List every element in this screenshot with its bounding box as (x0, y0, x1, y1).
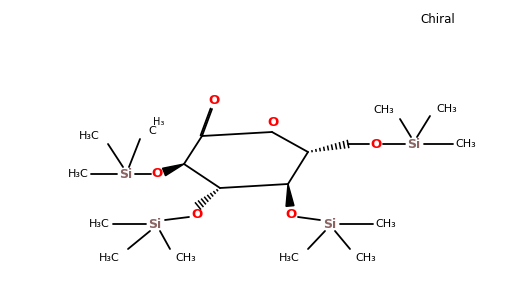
Text: CH₃: CH₃ (373, 105, 394, 115)
Text: Si: Si (324, 218, 336, 231)
Text: Si: Si (119, 168, 133, 181)
Text: CH₃: CH₃ (375, 219, 396, 229)
Text: O: O (267, 116, 279, 128)
Text: O: O (370, 137, 381, 151)
Text: CH₃: CH₃ (455, 139, 476, 149)
Text: H₃C: H₃C (79, 131, 100, 141)
Text: CH₃: CH₃ (355, 253, 376, 263)
Text: H₃C: H₃C (279, 253, 300, 263)
Polygon shape (162, 164, 184, 176)
Text: O: O (285, 208, 296, 220)
Text: C: C (148, 126, 156, 136)
Text: O: O (152, 166, 163, 179)
Text: Chiral: Chiral (421, 12, 455, 26)
Text: H₃C: H₃C (68, 169, 89, 179)
Text: Si: Si (148, 218, 162, 231)
Text: Si: Si (408, 137, 420, 151)
Text: H₃: H₃ (153, 117, 164, 127)
Text: O: O (191, 208, 203, 220)
Text: H₃C: H₃C (99, 253, 120, 263)
Text: O: O (208, 93, 220, 106)
Polygon shape (286, 184, 294, 206)
Text: CH₃: CH₃ (436, 104, 457, 114)
Text: H₃C: H₃C (89, 219, 110, 229)
Text: CH₃: CH₃ (175, 253, 196, 263)
